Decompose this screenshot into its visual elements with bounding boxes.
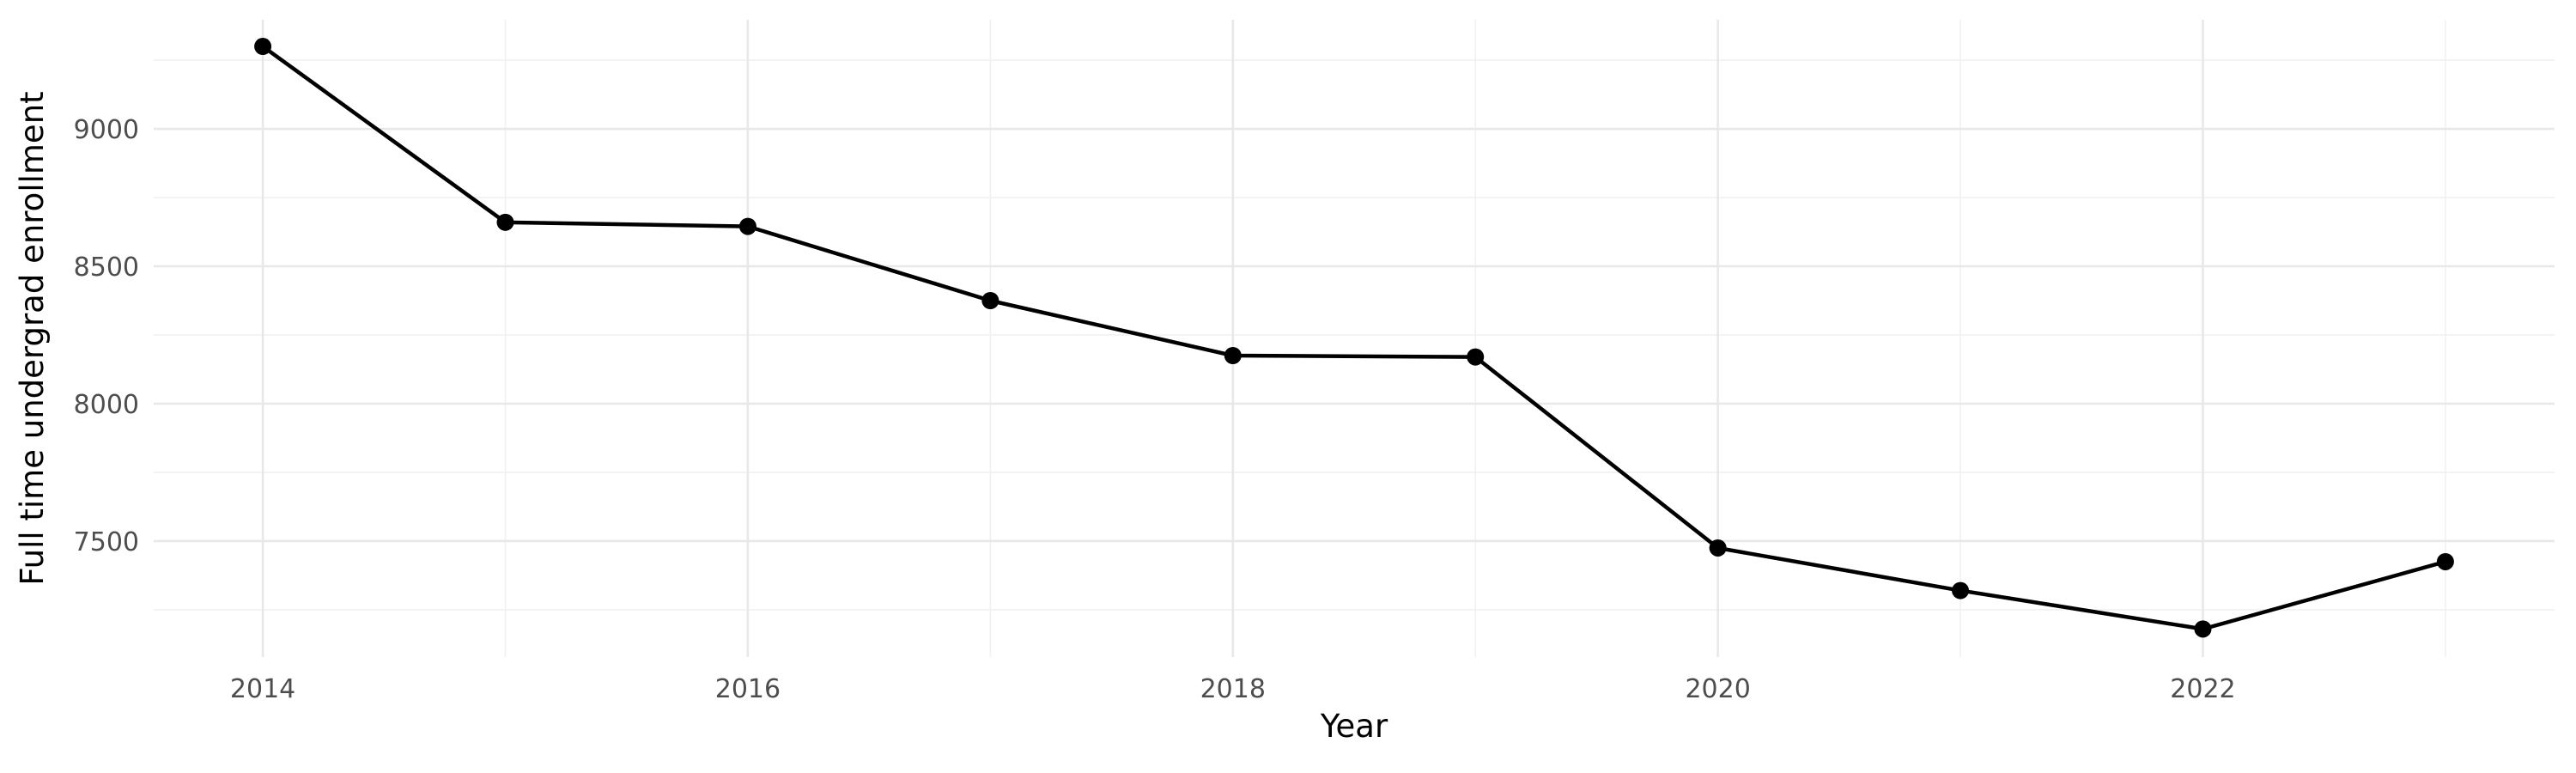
data-series-layer — [254, 38, 2454, 638]
data-point — [1467, 348, 1485, 366]
y-axis-tick-labels: 7500 8000 8500 9000 — [74, 115, 139, 557]
data-point — [1952, 581, 1970, 600]
gridlines-major — [154, 20, 2555, 657]
x-tick-label: 2022 — [2170, 674, 2235, 704]
x-tick-label: 2020 — [1685, 674, 1750, 704]
x-tick-label: 2014 — [230, 674, 295, 704]
x-tick-label: 2018 — [1200, 674, 1266, 704]
gridlines-minor — [154, 20, 2555, 657]
data-point — [2436, 552, 2454, 570]
data-point — [1224, 346, 1242, 364]
data-point — [981, 292, 999, 310]
data-point — [2194, 620, 2212, 638]
data-point — [254, 38, 272, 56]
data-point — [496, 213, 514, 231]
enrollment-line — [261, 45, 2446, 631]
data-point — [738, 217, 756, 235]
x-tick-label: 2016 — [715, 674, 781, 704]
y-tick-label: 9000 — [74, 115, 139, 145]
data-point — [1709, 539, 1727, 557]
y-tick-label: 8000 — [74, 390, 139, 420]
y-tick-label: 7500 — [74, 527, 139, 557]
x-axis-tick-labels: 2014 2016 2018 2020 2022 — [230, 674, 2236, 704]
y-axis-title: Full time undergrad enrollment — [14, 91, 51, 585]
y-tick-label: 8500 — [74, 253, 139, 283]
x-axis-title: Year — [1320, 708, 1388, 745]
